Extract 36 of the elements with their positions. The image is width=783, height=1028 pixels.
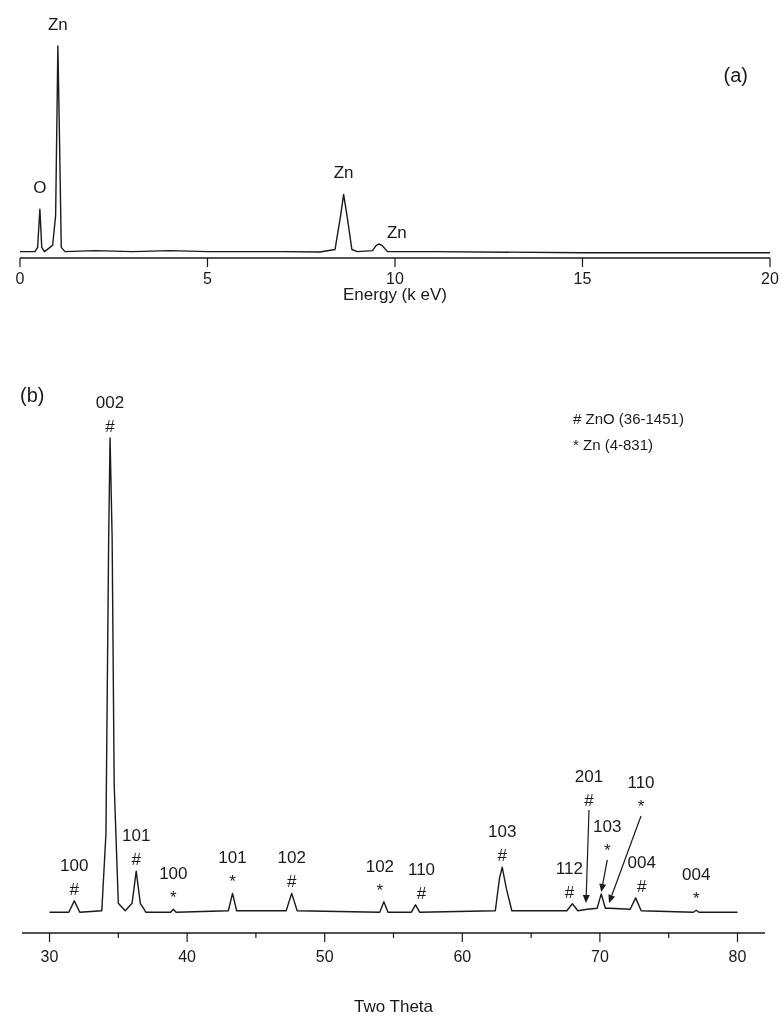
text: # ZnO (36-1451) bbox=[573, 410, 684, 427]
annotation: 100 # bbox=[60, 855, 89, 899]
text: (b) bbox=[20, 384, 45, 406]
x-tick-label: 20 bbox=[761, 270, 779, 287]
x-tick-label: 50 bbox=[315, 948, 334, 965]
x-tick-label: 5 bbox=[203, 270, 213, 287]
annotation: 102 # bbox=[277, 848, 306, 892]
annotation: 110 * bbox=[627, 773, 655, 816]
annotation: 004 * bbox=[682, 865, 711, 909]
x-axis-title: Two Theta bbox=[353, 997, 434, 1016]
annotation: 110 # bbox=[407, 859, 436, 903]
annotation: 102 * bbox=[365, 856, 395, 900]
annotation: (a) bbox=[723, 64, 748, 86]
x-tick-label: 60 bbox=[453, 948, 472, 965]
annotation: 100 * bbox=[159, 864, 188, 908]
annotation: * Zn (4-831) bbox=[573, 436, 654, 453]
annotation: 103 # bbox=[488, 822, 517, 866]
x-tick-label: 70 bbox=[590, 948, 609, 965]
annotation: 101 * bbox=[218, 848, 247, 892]
annotation: 112 # bbox=[555, 858, 583, 902]
x-tick-label: 0 bbox=[15, 270, 25, 287]
annotation: O bbox=[33, 178, 47, 198]
annotation: 103 * bbox=[593, 816, 622, 860]
x-tick-label: 40 bbox=[178, 948, 197, 965]
x-tick-label: 15 bbox=[573, 270, 592, 287]
annotation: 201 # bbox=[574, 767, 604, 810]
annotation: Zn bbox=[333, 163, 354, 183]
annotation: Zn bbox=[386, 223, 407, 243]
annotation: Zn bbox=[47, 15, 68, 34]
x-tick-label: 10 bbox=[386, 270, 404, 287]
x-tick-label: 30 bbox=[40, 948, 59, 965]
annotation: 004 # bbox=[627, 852, 656, 896]
x-tick-label: 80 bbox=[728, 948, 747, 965]
annotation: 002 # bbox=[95, 393, 125, 436]
x-axis-title: Energy (k eV) bbox=[343, 285, 447, 304]
annotation: 101 # bbox=[122, 826, 151, 870]
